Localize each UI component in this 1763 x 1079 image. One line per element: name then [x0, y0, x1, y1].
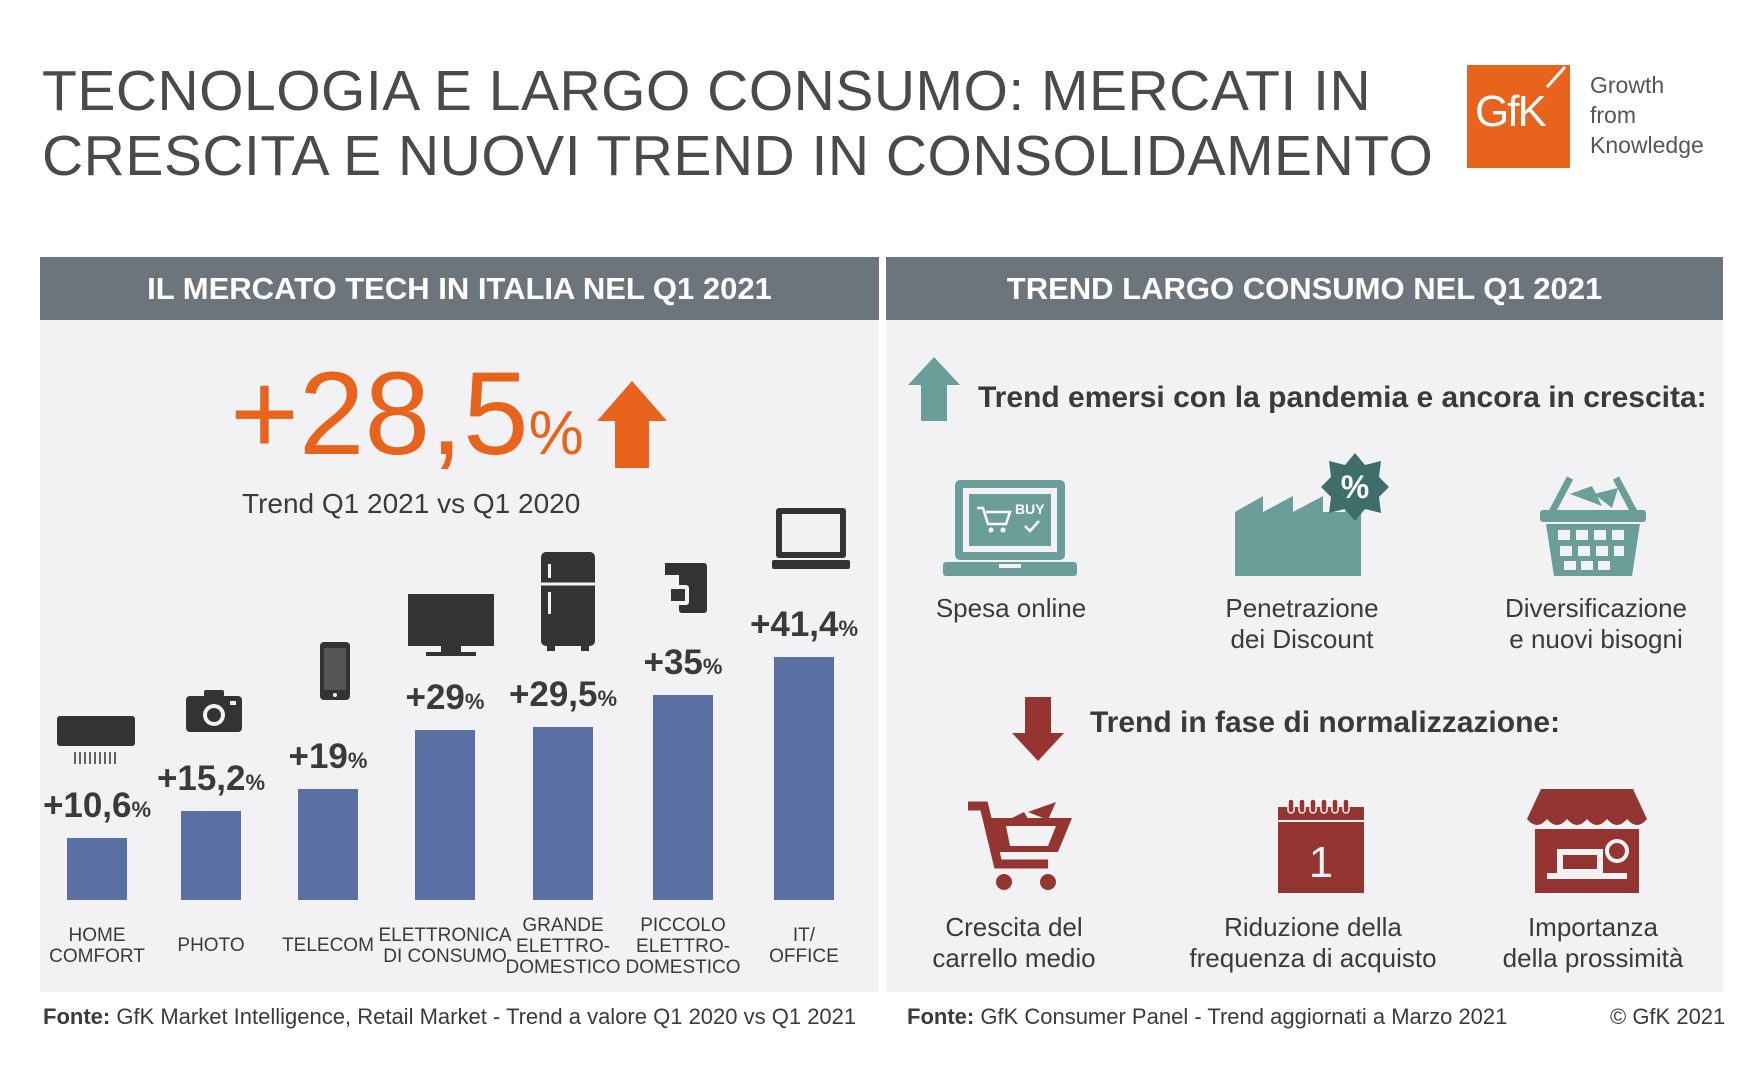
category-label-line-6-1: OFFICE: [769, 946, 839, 967]
air-conditioner-icon: [57, 716, 135, 764]
category-label-line-3-1: DI CONSUMO: [383, 946, 507, 967]
logo-tagline-3: Knowledge: [1590, 132, 1704, 158]
page-title-line-1: TECNOLOGIA E LARGO CONSUMO: MERCATI IN: [42, 59, 1372, 123]
category-label-line-2-0: TELECOM: [282, 935, 374, 956]
category-label-line-0-0: HOME: [68, 925, 126, 946]
bar-value-unit-3: %: [464, 689, 485, 715]
page-title-line-2: CRESCITA E NUOVI TREND IN CONSOLIDAMENTO: [42, 124, 1434, 188]
bar-value-number-1: +15,2: [156, 758, 246, 798]
bar-3: [415, 730, 475, 900]
logo-tagline-2: from: [1590, 102, 1636, 128]
bar-value-unit-6: %: [838, 616, 859, 642]
online-shopping-laptop-icon: BUY: [943, 480, 1077, 576]
bar-value-label-2: +19%: [289, 737, 368, 777]
tv-icon: [408, 594, 494, 656]
right-panel-header: TREND LARGO CONSUMO NEL Q1 2021: [886, 257, 1723, 320]
category-label-2: TELECOM: [258, 935, 398, 956]
category-label-4: GRANDE ELETTRO- DOMESTICO: [493, 915, 633, 978]
bar-value-label-1: +15,2%: [157, 759, 265, 799]
calendar-number: 1: [1309, 838, 1333, 887]
category-label-line-5-1: ELETTRO-: [636, 936, 730, 957]
bar-value-number-0: +10,6: [42, 785, 132, 825]
bar-2: [298, 788, 358, 900]
trend-up-arrow-icon: [908, 357, 960, 421]
trend-down-title: Trend in fase di normalizzazione:: [1090, 706, 1561, 739]
shop-storefront-icon: [1527, 789, 1647, 893]
footer-right-label: Fonte:: [907, 1004, 975, 1029]
category-label-line-4-0: GRANDE: [522, 915, 604, 936]
footer-left-label: Fonte:: [43, 1004, 111, 1029]
category-label-5: PICCOLO ELETTRO- DOMESTICO: [613, 915, 753, 978]
gfk-logo: GfK: [1467, 65, 1570, 168]
left-panel-header: IL MERCATO TECH IN ITALIA NEL Q1 2021: [40, 257, 879, 320]
logo-tagline-1: Growth: [1590, 72, 1665, 98]
category-label-line-1-0: PHOTO: [177, 935, 245, 956]
trend-label-diversification: Diversificazione e nuovi bisogni: [1504, 593, 1688, 654]
shopping-cart-icon: [968, 801, 1072, 890]
trend-up-title: Trend emersi con la pandemia e ancora in…: [978, 381, 1707, 414]
bar-value-unit-0: %: [131, 796, 152, 822]
category-label-3: ELETTRONICA DI CONSUMO: [375, 925, 515, 967]
bar-value-unit-1: %: [245, 769, 266, 795]
category-label-line-3-0: ELETTRONICA: [378, 925, 512, 946]
calendar-icon: 1: [1278, 798, 1364, 893]
footer-right-text: GfK Consumer Panel - Trend aggiornati a …: [980, 1004, 1508, 1029]
bar-value-unit-5: %: [702, 653, 723, 679]
footer-left-text: GfK Market Intelligence, Retail Market -…: [116, 1004, 857, 1029]
bar-6: [774, 657, 834, 900]
footer-source-right: Fonte: GfK Consumer Panel - Trend aggior…: [907, 1004, 1507, 1030]
headline-growth: +28,5%: [230, 355, 584, 473]
category-label-line-5-0: PICCOLO: [640, 915, 726, 936]
discount-badge-text: %: [1341, 469, 1369, 505]
headline-unit: %: [528, 399, 584, 468]
category-label-6: IT/OFFICE: [734, 925, 874, 967]
smartphone-icon: [320, 642, 350, 700]
trend-label-discount: Penetrazione dei Discount: [1225, 593, 1379, 654]
category-label-line-0-1: COMFORT: [49, 946, 145, 967]
headline-subtitle: Trend Q1 2021 vs Q1 2020: [242, 488, 581, 519]
laptop-icon: [772, 508, 850, 569]
trend-down-arrow-icon: [1012, 697, 1064, 761]
bar-value-number-4: +29,5: [508, 675, 598, 715]
bar-1: [181, 810, 241, 900]
bar-value-label-6: +41,4%: [750, 605, 858, 645]
category-label-line-5-2: DOMESTICO: [625, 957, 741, 978]
category-label-line-6-0: IT/: [792, 925, 816, 946]
camera-icon: [186, 690, 242, 732]
bar-value-number-6: +41,4: [749, 605, 839, 645]
category-label-line-4-2: DOMESTICO: [505, 957, 621, 978]
discount-factory-icon: %: [1235, 453, 1389, 576]
trend-label-frequency: Riduzione della frequenza di acquisto: [1189, 912, 1437, 973]
bar-0: [67, 837, 127, 900]
footer-source-left: Fonte: GfK Market Intelligence, Retail M…: [43, 1004, 856, 1030]
bar-value-number-5: +35: [643, 642, 703, 682]
bar-value-unit-4: %: [597, 686, 618, 712]
bar-value-label-5: +35%: [644, 643, 723, 683]
category-label-1: PHOTO: [141, 935, 281, 956]
bar-value-number-2: +19: [288, 736, 348, 776]
bar-4: [533, 727, 593, 900]
bar-5: [653, 694, 713, 900]
up-arrow-icon: [597, 381, 667, 468]
coffee-machine-icon: [665, 563, 707, 613]
tech-market-bar-chart: +10,6% HOME COMFORT +15,2% PHOTO +19% TELECOM +…: [0, 0, 880, 1000]
bar-value-label-3: +29%: [406, 678, 485, 718]
category-label-0: HOME COMFORT: [27, 925, 167, 967]
bar-value-label-4: +29,5%: [509, 675, 617, 715]
bar-value-unit-2: %: [347, 747, 368, 773]
trend-label-online: Spesa online: [935, 593, 1087, 623]
buy-badge-text: BUY: [1015, 501, 1045, 517]
category-label-line-4-1: ELETTRO-: [516, 936, 610, 957]
bar-value-label-0: +10,6%: [43, 786, 151, 826]
fridge-icon: [541, 552, 595, 651]
shopping-basket-icon: [1540, 476, 1646, 576]
bar-value-number-3: +29: [405, 678, 465, 718]
logo-mark: GfK: [1475, 87, 1547, 136]
trend-label-cart: Crescita del carrello medio: [932, 912, 1096, 973]
trend-label-proximity: Importanza della prossimità: [1502, 912, 1684, 973]
headline-value: +28,5: [230, 348, 529, 480]
footer-copyright: © GfK 2021: [1610, 1004, 1726, 1029]
